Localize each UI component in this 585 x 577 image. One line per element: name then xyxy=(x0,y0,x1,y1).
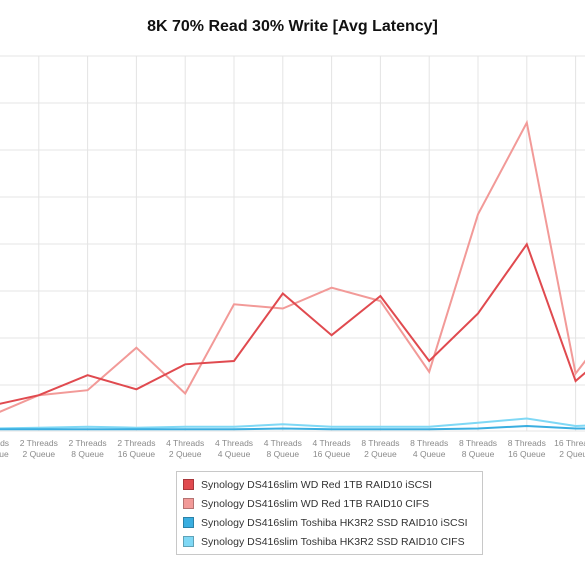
series-line-2 xyxy=(0,119,585,413)
legend-item[interactable]: Synology DS416slim Toshiba HK3R2 SSD RAI… xyxy=(177,532,482,551)
x-tick-label: 16 Queue xyxy=(0,449,9,459)
x-tick-label: 16 Queue xyxy=(313,449,351,459)
legend-swatch xyxy=(183,536,194,547)
series-lines xyxy=(0,119,585,431)
legend: Synology DS416slim WD Red 1TB RAID10 iSC… xyxy=(176,471,483,555)
legend-swatch xyxy=(183,517,194,528)
x-tick-label: 8 Queue xyxy=(462,449,495,459)
legend-item[interactable]: Synology DS416slim Toshiba HK3R2 SSD RAI… xyxy=(177,513,482,532)
x-tick-label: 4 Threads xyxy=(215,438,253,448)
x-tick-label: 4 Queue xyxy=(413,449,446,459)
x-tick-label: 16 Queue xyxy=(508,449,546,459)
series-line-1 xyxy=(0,242,585,405)
x-tick-label: 8 Queue xyxy=(71,449,104,459)
x-tick-label: 8 Threads xyxy=(410,438,448,448)
x-tick-label: 2 Threads xyxy=(69,438,107,448)
x-tick-label: 8 Threads xyxy=(361,438,399,448)
x-tick-label: 4 Threads xyxy=(313,438,351,448)
chart-title: 8K 70% Read 30% Write [Avg Latency] xyxy=(147,18,438,35)
legend-label: Synology DS416slim Toshiba HK3R2 SSD RAI… xyxy=(201,535,465,548)
legend-swatch xyxy=(183,479,194,490)
x-tick-label: 2 Queue xyxy=(169,449,202,459)
x-tick-label: 8 Threads xyxy=(508,438,546,448)
x-tick-label: 2 Threads xyxy=(20,438,58,448)
legend-item[interactable]: Synology DS416slim WD Red 1TB RAID10 iSC… xyxy=(177,475,482,494)
x-tick-label: 4 Queue xyxy=(218,449,251,459)
x-tick-label: 8 Queue xyxy=(266,449,299,459)
x-tick-label: 4 Threads xyxy=(166,438,204,448)
x-tick-label: 2 Queue xyxy=(364,449,397,459)
x-tick-label: 16 Queue xyxy=(118,449,156,459)
x-tick-label: 4 Threads xyxy=(264,438,302,448)
x-tick-label: 2 Queue xyxy=(559,449,585,459)
x-tick-label: 16 Threads xyxy=(554,438,585,448)
x-tick-label: 2 Threads xyxy=(117,438,155,448)
x-tick-label: 2 Queue xyxy=(22,449,55,459)
x-tick-label: 8 Threads xyxy=(459,438,497,448)
x-tick-label: 1 Threads xyxy=(0,438,9,448)
legend-label: Synology DS416slim WD Red 1TB RAID10 CIF… xyxy=(201,497,430,510)
legend-label: Synology DS416slim Toshiba HK3R2 SSD RAI… xyxy=(201,516,468,529)
legend-label: Synology DS416slim WD Red 1TB RAID10 iSC… xyxy=(201,478,433,491)
series-line-4 xyxy=(0,417,585,430)
legend-swatch xyxy=(183,498,194,509)
series-line-3 xyxy=(0,424,585,431)
legend-item[interactable]: Synology DS416slim WD Red 1TB RAID10 CIF… xyxy=(177,494,482,513)
